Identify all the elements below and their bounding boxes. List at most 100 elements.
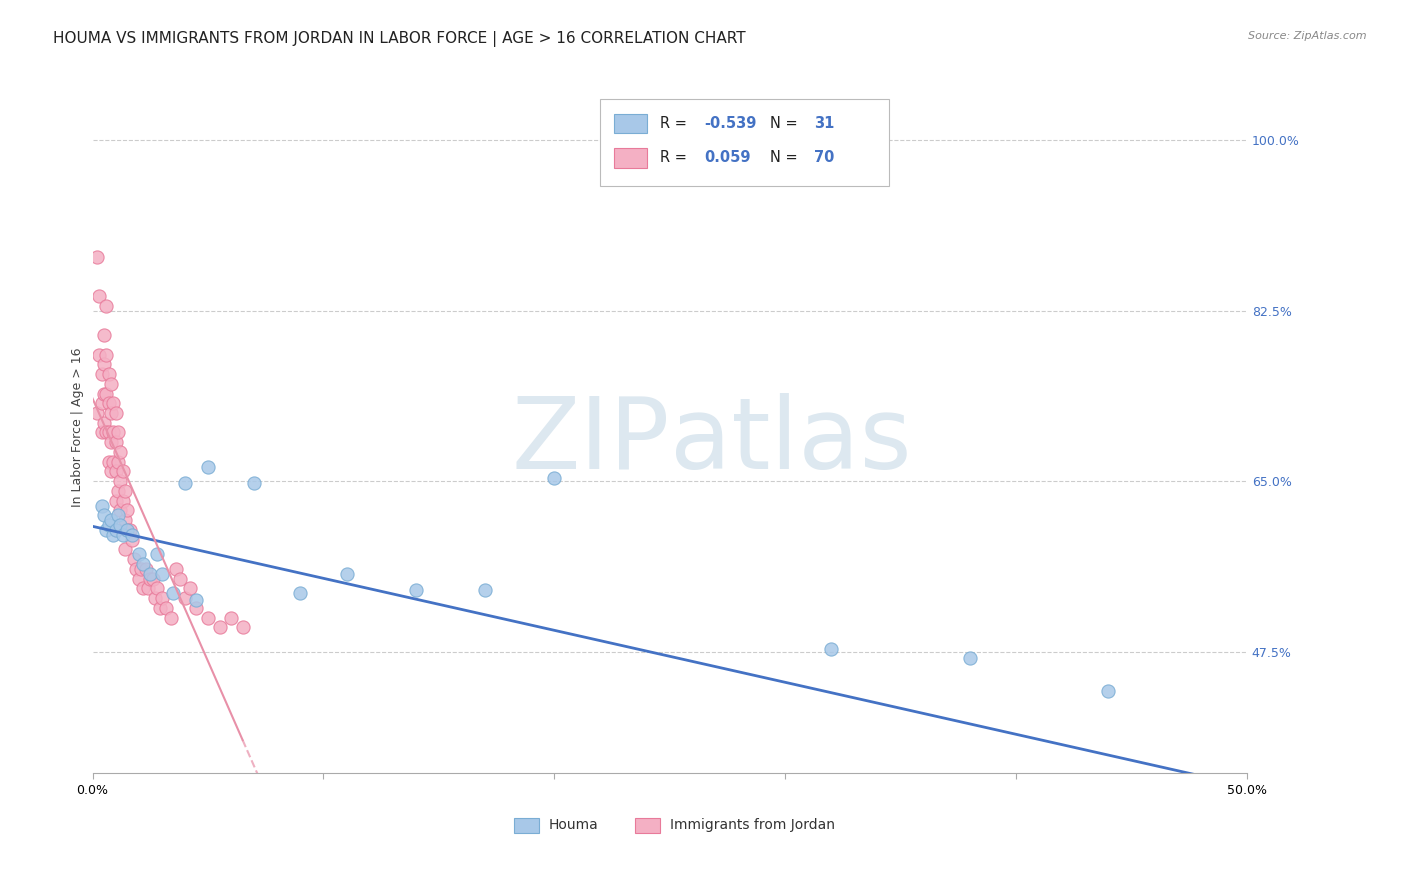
Point xyxy=(208,620,231,634)
Point xyxy=(103,425,125,440)
Point xyxy=(107,425,129,440)
Point xyxy=(186,593,208,607)
Text: Houma: Houma xyxy=(548,818,599,832)
Point xyxy=(93,357,115,371)
Point xyxy=(93,508,115,523)
Point xyxy=(197,459,219,474)
Point xyxy=(197,610,219,624)
Point xyxy=(115,503,138,517)
Point xyxy=(135,562,157,576)
Text: 31: 31 xyxy=(814,116,834,131)
Point xyxy=(142,572,165,586)
Point xyxy=(93,416,115,430)
Point xyxy=(122,552,145,566)
Point xyxy=(150,566,173,581)
Point xyxy=(96,386,118,401)
Point xyxy=(110,518,132,533)
Point xyxy=(89,289,111,303)
FancyBboxPatch shape xyxy=(614,113,647,133)
Point xyxy=(165,562,187,576)
Point xyxy=(219,610,242,624)
Point xyxy=(186,600,208,615)
Point xyxy=(107,508,129,523)
Point xyxy=(100,465,122,479)
Point xyxy=(290,586,312,600)
Text: N =: N = xyxy=(770,151,797,165)
Point xyxy=(174,591,197,605)
Point xyxy=(405,583,427,598)
Text: R =: R = xyxy=(661,151,688,165)
Point xyxy=(97,396,120,410)
Point xyxy=(128,572,150,586)
Point xyxy=(103,455,125,469)
Point xyxy=(96,523,118,537)
Point xyxy=(103,527,125,541)
Point xyxy=(115,523,138,537)
Point xyxy=(96,299,118,313)
FancyBboxPatch shape xyxy=(600,99,889,186)
Point xyxy=(114,542,136,557)
Point xyxy=(100,376,122,391)
Point xyxy=(118,523,141,537)
Text: Source: ZipAtlas.com: Source: ZipAtlas.com xyxy=(1249,31,1367,41)
Text: ZIP: ZIP xyxy=(512,393,669,490)
Point xyxy=(104,523,127,537)
Y-axis label: In Labor Force | Age > 16: In Labor Force | Age > 16 xyxy=(72,348,84,508)
Point xyxy=(86,406,108,420)
Point xyxy=(97,518,120,533)
Point xyxy=(132,582,155,596)
Point xyxy=(474,583,496,598)
Point xyxy=(128,547,150,561)
Point xyxy=(107,483,129,498)
Point xyxy=(104,523,127,537)
Point xyxy=(155,600,177,615)
Point xyxy=(136,582,159,596)
Point xyxy=(93,386,115,401)
Point xyxy=(959,651,981,665)
Point xyxy=(93,328,115,343)
Point xyxy=(97,425,120,440)
Point xyxy=(104,493,127,508)
Text: HOUMA VS IMMIGRANTS FROM JORDAN IN LABOR FORCE | AGE > 16 CORRELATION CHART: HOUMA VS IMMIGRANTS FROM JORDAN IN LABOR… xyxy=(53,31,747,47)
Text: R =: R = xyxy=(661,116,688,131)
Point xyxy=(179,582,201,596)
FancyBboxPatch shape xyxy=(614,148,647,168)
Text: -0.539: -0.539 xyxy=(704,116,756,131)
Point xyxy=(96,425,118,440)
Point xyxy=(543,471,565,485)
Point xyxy=(90,367,112,381)
Point xyxy=(148,600,170,615)
Point xyxy=(100,435,122,450)
Point xyxy=(100,513,122,527)
Point xyxy=(104,406,127,420)
Point xyxy=(115,523,138,537)
Point xyxy=(90,425,112,440)
Point xyxy=(89,348,111,362)
Point xyxy=(169,572,191,586)
Point xyxy=(97,367,120,381)
Point xyxy=(174,476,197,491)
Point xyxy=(103,396,125,410)
Point xyxy=(111,527,134,541)
Point xyxy=(139,572,162,586)
Point xyxy=(90,396,112,410)
Point xyxy=(139,566,162,581)
Point xyxy=(1097,683,1119,698)
Point xyxy=(146,547,169,561)
Point xyxy=(162,586,184,600)
Point xyxy=(114,513,136,527)
Text: 70: 70 xyxy=(814,151,834,165)
Point xyxy=(97,455,120,469)
Point xyxy=(125,562,148,576)
Text: N =: N = xyxy=(770,116,797,131)
Text: atlas: atlas xyxy=(669,393,911,490)
Point xyxy=(86,250,108,264)
Point xyxy=(110,474,132,488)
Text: Immigrants from Jordan: Immigrants from Jordan xyxy=(669,818,835,832)
Point xyxy=(146,582,169,596)
Point xyxy=(143,591,166,605)
Point xyxy=(104,465,127,479)
Point xyxy=(132,557,155,571)
Point xyxy=(121,527,143,541)
Text: 0.059: 0.059 xyxy=(704,151,751,165)
